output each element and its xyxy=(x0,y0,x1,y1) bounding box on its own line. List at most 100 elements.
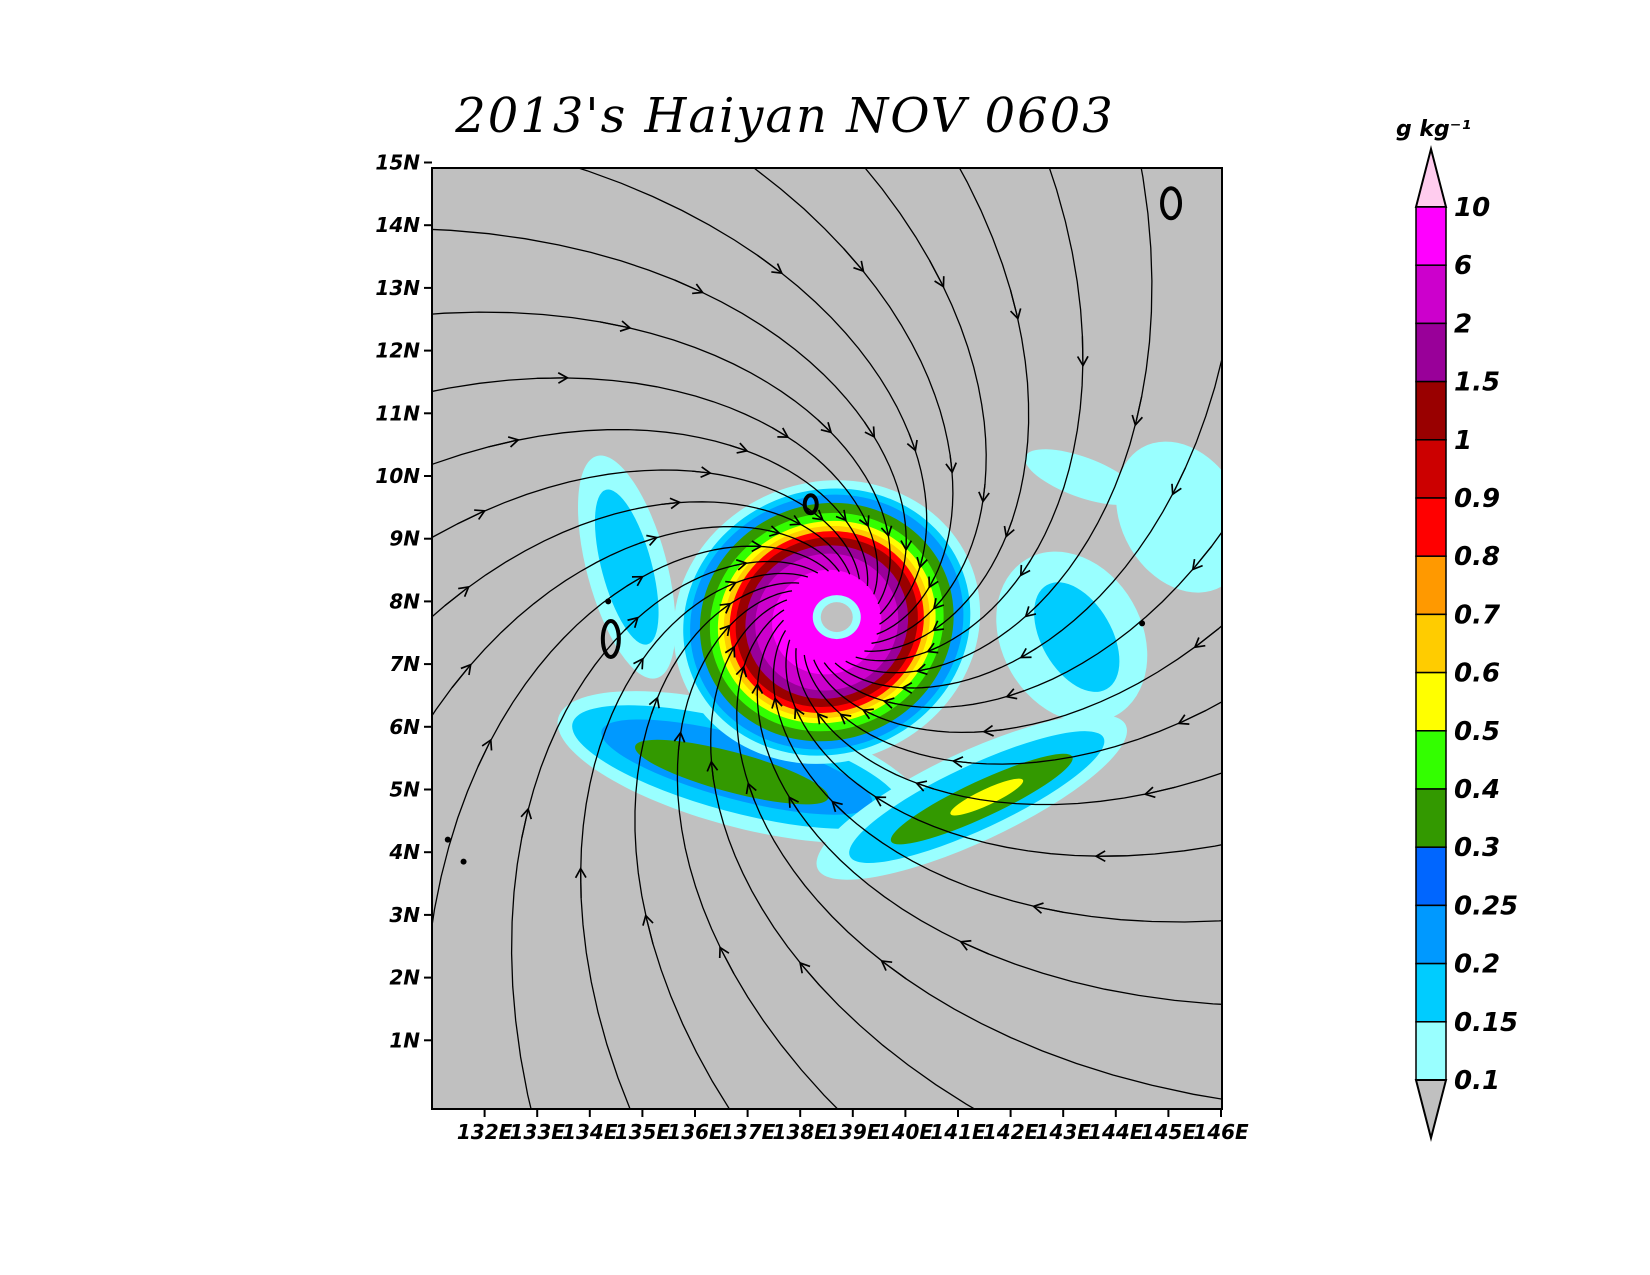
streamline-arrow xyxy=(1131,396,1144,427)
streamline-arrow xyxy=(1191,545,1213,571)
streamline xyxy=(710,599,976,1109)
streamline-arrow xyxy=(642,913,654,945)
streamline-arrow xyxy=(719,602,732,614)
colorbar-label: 0.7 xyxy=(1454,600,1501,630)
small-island xyxy=(460,858,467,865)
streamline xyxy=(432,377,879,595)
lat-tick-label: 13N xyxy=(375,276,420,300)
colorbar-segment xyxy=(1415,264,1447,325)
streamline-arrow xyxy=(706,760,719,780)
colorbar-units: g kg⁻¹ xyxy=(1396,117,1471,142)
streamline-arrow xyxy=(771,696,783,710)
colorbar-segment xyxy=(1415,206,1447,266)
lon-tick-label: 143E xyxy=(1035,1120,1091,1144)
lat-tick-label: 1N xyxy=(389,1028,420,1052)
colorbar-label: 1.5 xyxy=(1454,368,1500,398)
colorbar-min-triangle xyxy=(1414,1079,1448,1142)
streamline xyxy=(845,168,1153,674)
longitude-axis: 132E133E134E135E136E137E138E139E140E141E… xyxy=(457,1109,1249,1144)
colorbar-label: 0.25 xyxy=(1454,891,1518,921)
streamline-arrow xyxy=(735,665,748,679)
lat-tick-label: 2N xyxy=(389,966,420,990)
streamline-arrow xyxy=(477,738,493,767)
streamline-arrow xyxy=(444,585,470,607)
colorbar-label: 0.2 xyxy=(1454,950,1500,980)
colorbar-segment xyxy=(1415,730,1447,790)
lon-tick-label: 137E xyxy=(720,1120,776,1144)
streamline xyxy=(736,609,1222,1100)
streamline xyxy=(432,469,860,580)
lon-tick-label: 146E xyxy=(1193,1120,1249,1144)
streamline-arrow xyxy=(719,624,731,637)
lat-tick-label: 15N xyxy=(375,151,420,175)
colorbar-segment xyxy=(1415,904,1447,965)
colorbar-segment xyxy=(1415,497,1447,557)
streamline-arrow xyxy=(1193,628,1220,649)
streamline-arrow xyxy=(674,279,705,295)
streamline-arrow xyxy=(789,514,802,526)
streamline-arrow xyxy=(932,597,945,610)
lon-tick-label: 136E xyxy=(667,1120,723,1144)
streamline-arrow xyxy=(880,524,893,538)
lat-tick-label: 3N xyxy=(389,903,420,927)
streamline-arrow xyxy=(639,534,659,546)
streamline-arrow xyxy=(874,796,892,807)
streamline xyxy=(580,572,809,1109)
rainband xyxy=(635,739,829,805)
streamline xyxy=(432,428,869,587)
lon-tick-label: 140E xyxy=(878,1120,934,1144)
streamline-arrow xyxy=(451,663,472,689)
colorbar-segment xyxy=(1415,322,1447,383)
lon-tick-label: 132E xyxy=(457,1120,513,1144)
streamline-arrow xyxy=(959,939,989,955)
streamline-arrow xyxy=(1177,709,1207,725)
streamline-arrow xyxy=(536,372,570,384)
streamline-arrow xyxy=(673,731,686,751)
colorbar-label: 0.15 xyxy=(1454,1008,1518,1038)
colorbar-label: 0.9 xyxy=(1454,484,1500,514)
streamline-arrow xyxy=(1024,603,1040,618)
colorbar-label: 1 xyxy=(1454,426,1472,456)
streamline-arrow xyxy=(817,419,833,434)
lat-tick-label: 5N xyxy=(389,778,420,802)
map-frame xyxy=(431,167,1223,1110)
streamline-arrow xyxy=(835,509,847,522)
streamline xyxy=(634,582,800,1109)
streamline-arrow xyxy=(1003,519,1015,538)
rainband xyxy=(1116,441,1222,593)
streamline-arrow xyxy=(772,427,790,438)
streamline-arrow xyxy=(861,708,875,720)
streamline-arrow xyxy=(1076,336,1089,368)
streamline xyxy=(432,545,829,931)
colorbar-label: 6 xyxy=(1454,251,1472,281)
streamline xyxy=(432,526,840,717)
streamline-arrow xyxy=(880,959,907,980)
streamline-arrow xyxy=(945,454,958,474)
colorbar-label: 2 xyxy=(1454,309,1472,339)
streamline-arrow xyxy=(916,556,928,569)
streamline-arrow xyxy=(906,433,918,452)
streamline xyxy=(772,630,1222,923)
streamline-arrow xyxy=(626,575,644,587)
rainband xyxy=(1034,582,1120,692)
lon-tick-label: 134E xyxy=(562,1120,618,1144)
streamline-arrow xyxy=(915,780,935,792)
small-island xyxy=(605,598,612,605)
latitude-axis: 1N 2N 3N 4N 5N 6N 7N 8N 9N 10N 11N 12N 13N 14N 15N xyxy=(375,151,432,1052)
streamline xyxy=(510,560,819,1109)
lon-tick-label: 144E xyxy=(1088,1120,1144,1144)
streamline xyxy=(834,355,1222,689)
streamline-arrow xyxy=(882,697,896,709)
colorbar-label: 0.3 xyxy=(1454,833,1500,863)
streamline-arrow xyxy=(843,248,865,273)
streamline xyxy=(676,590,839,1109)
streamline-arrow xyxy=(734,559,748,571)
streamline-arrow xyxy=(1019,560,1031,577)
colorbar-label: 0.4 xyxy=(1454,775,1500,805)
streamline-arrow xyxy=(951,756,972,768)
streamline xyxy=(432,501,851,618)
streamline-arrow xyxy=(858,515,870,528)
streamline-arrow xyxy=(767,525,781,537)
streamline xyxy=(803,654,1222,765)
